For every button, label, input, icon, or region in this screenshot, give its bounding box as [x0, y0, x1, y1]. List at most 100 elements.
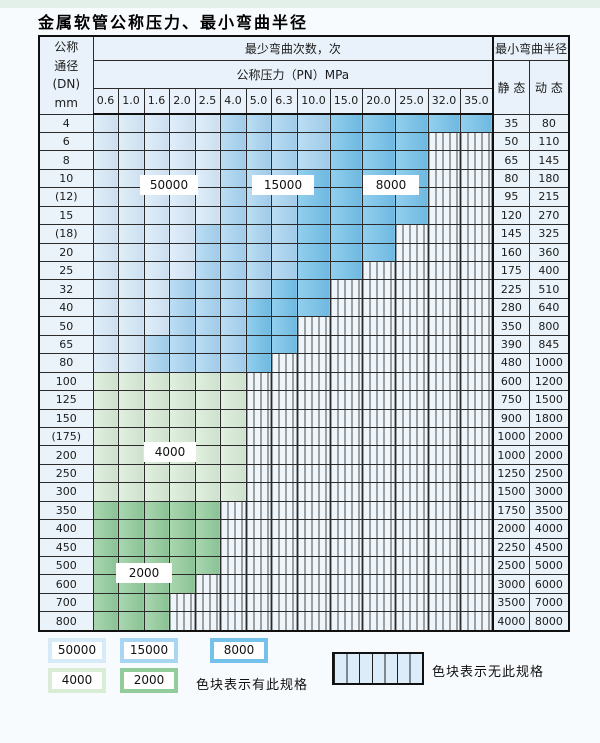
spec-cell-C: [270, 334, 298, 355]
spec-cell-B: [219, 168, 247, 189]
spec-cell-A: [92, 316, 119, 336]
pressure-col-header: 1.0: [117, 87, 145, 115]
no-spec-cell: [394, 482, 429, 502]
spec-cell-A: [92, 260, 119, 281]
dn-cell: (12): [38, 187, 94, 207]
table-row: 50 350 800: [38, 316, 570, 336]
spec-cell-A: [143, 224, 170, 244]
spec-cell-B: [168, 316, 196, 336]
spec-cell-A: [92, 113, 119, 133]
spec-cell-H: [117, 592, 145, 613]
table-row: 40 280 640: [38, 297, 570, 318]
dn-cell: 125: [38, 390, 94, 410]
table-row: 20 160 360: [38, 242, 570, 263]
table-row: 25 175 400: [38, 260, 570, 281]
legend-box-8000: 8000: [210, 638, 268, 663]
legend-box-label: 4000: [52, 672, 102, 689]
spec-cell-B: [219, 353, 247, 373]
no-spec-cell: [394, 592, 429, 613]
grid-label-8000: 8000: [363, 175, 419, 195]
dynamic-radius-cell: 3500: [528, 500, 570, 521]
dynamic-radius-cell: 1200: [528, 371, 570, 392]
dynamic-radius-cell: 80: [528, 113, 570, 133]
no-spec-cell: [270, 537, 298, 558]
dynamic-radius-cell: 2000: [528, 445, 570, 465]
spec-cell-A: [194, 131, 221, 152]
static-header: 静 态: [492, 59, 530, 115]
dynamic-radius-cell: 2500: [528, 463, 570, 484]
table-body: 4 35 80 6 50 110 8 65 145 10 80 180 (12) 95 215 15 120 27…: [38, 113, 570, 632]
spec-cell-B: [219, 187, 247, 207]
spec-cell-A: [168, 260, 196, 281]
grid-label-2000: 2000: [116, 563, 172, 583]
static-radius-cell: 480: [492, 353, 530, 373]
no-spec-cell: [459, 353, 494, 373]
dynamic-radius-cell: 1800: [528, 408, 570, 428]
no-spec-cell: [427, 463, 461, 484]
legend-no-spec-swatch: [332, 652, 424, 685]
pressure-col-header: 1.6: [143, 87, 170, 115]
no-spec-cell: [427, 555, 461, 576]
spec-cell-C: [361, 131, 396, 152]
spec-cell-B: [194, 316, 221, 336]
no-spec-cell: [459, 445, 494, 465]
no-spec-cell: [219, 555, 247, 576]
spec-cell-B: [296, 150, 331, 170]
no-spec-cell: [296, 482, 331, 502]
no-spec-cell: [361, 297, 396, 318]
dynamic-radius-cell: 800: [528, 316, 570, 336]
spec-cell-H: [143, 611, 170, 632]
table-row: 250 1250 2500: [38, 463, 570, 484]
spec-cell-G: [194, 408, 221, 428]
spec-cell-A: [194, 168, 221, 189]
spec-cell-B: [143, 334, 170, 355]
spec-cell-A: [194, 187, 221, 207]
spec-cell-B: [219, 150, 247, 170]
spec-cell-B: [219, 113, 247, 133]
no-spec-cell: [459, 260, 494, 281]
no-spec-cell: [361, 353, 396, 373]
static-radius-cell: 1500: [492, 482, 530, 502]
spec-cell-A: [194, 205, 221, 226]
spec-cell-A: [92, 334, 119, 355]
no-spec-cell: [427, 334, 461, 355]
spec-cell-G: [219, 408, 247, 428]
no-spec-cell: [361, 260, 396, 281]
no-spec-cell: [427, 260, 461, 281]
spec-cell-G: [117, 482, 145, 502]
dn-cell: (175): [38, 426, 94, 447]
no-spec-cell: [427, 224, 461, 244]
no-spec-cell: [459, 537, 494, 558]
spec-cell-C: [296, 279, 331, 299]
no-spec-cell: [245, 611, 272, 632]
no-spec-cell: [427, 482, 461, 502]
spec-cell-B: [219, 131, 247, 152]
static-radius-cell: 120: [492, 205, 530, 226]
static-radius-cell: 280: [492, 297, 530, 318]
no-spec-cell: [270, 519, 298, 539]
dynamic-radius-cell: 4000: [528, 519, 570, 539]
spec-cell-H: [168, 519, 196, 539]
no-spec-cell: [427, 297, 461, 318]
no-spec-cell: [296, 390, 331, 410]
spec-cell-A: [92, 242, 119, 263]
dn-cell: 32: [38, 279, 94, 299]
grid-label-50000: 50000: [140, 175, 198, 195]
spec-cell-B: [245, 150, 272, 170]
static-radius-cell: 350: [492, 316, 530, 336]
dn-cell: 350: [38, 500, 94, 521]
table-row: 125 750 1500: [38, 390, 570, 410]
spec-cell-B: [219, 316, 247, 336]
spec-table: 公称 通径 (DN) mm 最少弯曲次数，次 最小弯曲半径 公称压力（PN）MP…: [38, 35, 571, 632]
no-spec-cell: [245, 463, 272, 484]
spec-cell-B: [168, 279, 196, 299]
no-spec-cell: [270, 371, 298, 392]
no-spec-cell: [427, 205, 461, 226]
spec-cell-C: [329, 224, 363, 244]
spec-cell-C: [270, 316, 298, 336]
static-radius-cell: 160: [492, 242, 530, 263]
no-spec-cell: [394, 519, 429, 539]
dn-cell: (18): [38, 224, 94, 244]
dn-cell: 800: [38, 611, 94, 632]
